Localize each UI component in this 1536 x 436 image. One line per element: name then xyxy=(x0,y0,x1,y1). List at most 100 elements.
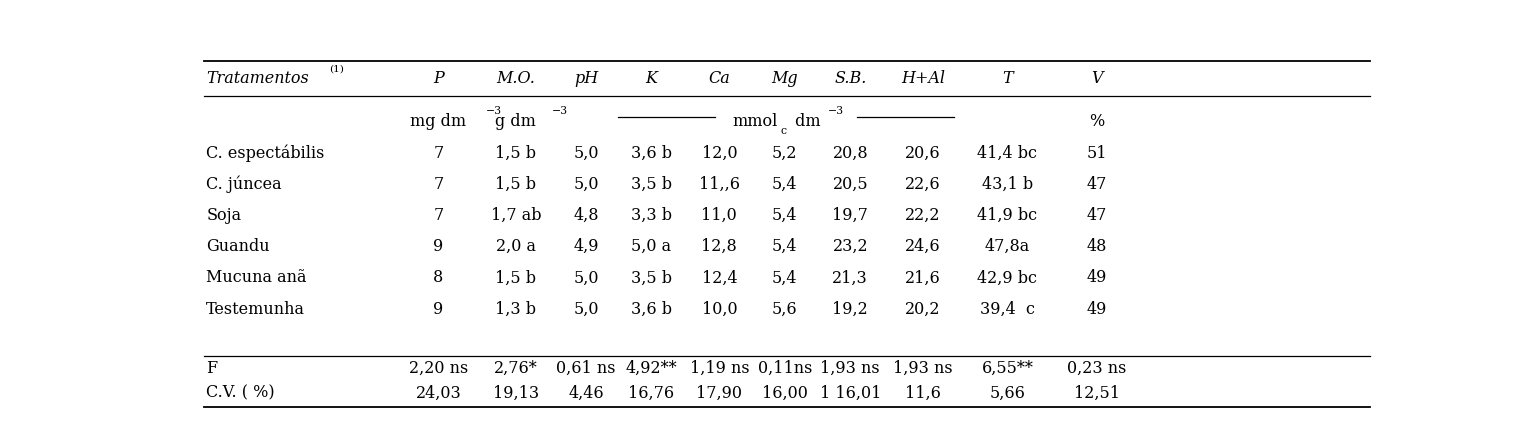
Text: 5,6: 5,6 xyxy=(773,301,797,318)
Text: 3,6 b: 3,6 b xyxy=(631,301,671,318)
Text: 2,76*: 2,76* xyxy=(495,360,538,377)
Text: 12,4: 12,4 xyxy=(702,269,737,286)
Text: 3,5 b: 3,5 b xyxy=(631,269,671,286)
Text: 19,13: 19,13 xyxy=(493,385,539,402)
Text: 4,92**: 4,92** xyxy=(625,360,677,377)
Text: 5,4: 5,4 xyxy=(773,238,797,255)
Text: Tratamentos: Tratamentos xyxy=(206,70,309,87)
Text: 5,4: 5,4 xyxy=(773,269,797,286)
Text: 12,51: 12,51 xyxy=(1074,385,1120,402)
Text: Guandu: Guandu xyxy=(206,238,270,255)
Text: 47: 47 xyxy=(1086,176,1107,193)
Text: 9: 9 xyxy=(433,301,444,318)
Text: 3,6 b: 3,6 b xyxy=(631,145,671,161)
Text: 5,4: 5,4 xyxy=(773,176,797,193)
Text: 5,0: 5,0 xyxy=(573,176,599,193)
Text: 19,7: 19,7 xyxy=(833,207,868,224)
Text: 9: 9 xyxy=(433,238,444,255)
Text: pH: pH xyxy=(574,70,598,87)
Text: −3: −3 xyxy=(485,106,502,116)
Text: 20,5: 20,5 xyxy=(833,176,868,193)
Text: 0,23 ns: 0,23 ns xyxy=(1068,360,1126,377)
Text: 5,66: 5,66 xyxy=(989,385,1026,402)
Text: 16,00: 16,00 xyxy=(762,385,808,402)
Text: 2,20 ns: 2,20 ns xyxy=(409,360,468,377)
Text: 5,0: 5,0 xyxy=(573,301,599,318)
Text: S.B.: S.B. xyxy=(834,70,866,87)
Text: 6,55**: 6,55** xyxy=(982,360,1034,377)
Text: 4,8: 4,8 xyxy=(573,207,599,224)
Text: 1,5 b: 1,5 b xyxy=(495,269,536,286)
Text: Soja: Soja xyxy=(206,207,241,224)
Text: 21,3: 21,3 xyxy=(833,269,868,286)
Text: V: V xyxy=(1091,70,1103,87)
Text: 42,9 bc: 42,9 bc xyxy=(977,269,1037,286)
Text: 7: 7 xyxy=(433,145,444,161)
Text: 3,3 b: 3,3 b xyxy=(631,207,671,224)
Text: 11,,6: 11,,6 xyxy=(699,176,740,193)
Text: P: P xyxy=(433,70,444,87)
Text: 1,7 ab: 1,7 ab xyxy=(490,207,541,224)
Text: 41,4 bc: 41,4 bc xyxy=(977,145,1037,161)
Text: −3: −3 xyxy=(828,106,843,116)
Text: C. espectábilis: C. espectábilis xyxy=(206,144,324,162)
Text: 20,2: 20,2 xyxy=(905,301,940,318)
Text: 1,3 b: 1,3 b xyxy=(495,301,536,318)
Text: 19,2: 19,2 xyxy=(833,301,868,318)
Text: 11,0: 11,0 xyxy=(702,207,737,224)
Text: 20,6: 20,6 xyxy=(905,145,940,161)
Text: 48: 48 xyxy=(1086,238,1107,255)
Text: 22,2: 22,2 xyxy=(905,207,940,224)
Text: H+Al: H+Al xyxy=(902,70,945,87)
Text: 47: 47 xyxy=(1086,207,1107,224)
Text: T: T xyxy=(1001,70,1012,87)
Text: 1,93 ns: 1,93 ns xyxy=(820,360,880,377)
Text: F: F xyxy=(206,360,218,377)
Text: %: % xyxy=(1089,112,1104,129)
Text: (1): (1) xyxy=(329,65,344,73)
Text: 12,8: 12,8 xyxy=(702,238,737,255)
Text: C.V. ( %): C.V. ( %) xyxy=(206,385,275,402)
Text: 16,76: 16,76 xyxy=(628,385,674,402)
Text: mmol: mmol xyxy=(733,112,777,129)
Text: 24,6: 24,6 xyxy=(905,238,940,255)
Text: 8: 8 xyxy=(433,269,444,286)
Text: 47,8a: 47,8a xyxy=(985,238,1031,255)
Text: mg dm: mg dm xyxy=(410,112,467,129)
Text: 51: 51 xyxy=(1086,145,1107,161)
Text: 17,90: 17,90 xyxy=(696,385,742,402)
Text: 11,6: 11,6 xyxy=(905,385,942,402)
Text: g dm: g dm xyxy=(495,112,536,129)
Text: 1 16,01: 1 16,01 xyxy=(820,385,882,402)
Text: 20,8: 20,8 xyxy=(833,145,868,161)
Text: 0,11ns: 0,11ns xyxy=(757,360,813,377)
Text: 24,03: 24,03 xyxy=(416,385,461,402)
Text: 0,61 ns: 0,61 ns xyxy=(556,360,616,377)
Text: 43,1 b: 43,1 b xyxy=(982,176,1034,193)
Text: K: K xyxy=(645,70,657,87)
Text: 49: 49 xyxy=(1086,269,1107,286)
Text: Mg: Mg xyxy=(771,70,799,87)
Text: 5,0 a: 5,0 a xyxy=(631,238,671,255)
Text: 7: 7 xyxy=(433,176,444,193)
Text: 1,93 ns: 1,93 ns xyxy=(892,360,952,377)
Text: c: c xyxy=(780,126,786,136)
Text: 1,5 b: 1,5 b xyxy=(495,176,536,193)
Text: Mucuna anã: Mucuna anã xyxy=(206,269,307,286)
Text: 7: 7 xyxy=(433,207,444,224)
Text: 5,2: 5,2 xyxy=(773,145,797,161)
Text: 5,0: 5,0 xyxy=(573,145,599,161)
Text: 12,0: 12,0 xyxy=(702,145,737,161)
Text: 2,0 a: 2,0 a xyxy=(496,238,536,255)
Text: Testemunha: Testemunha xyxy=(206,301,306,318)
Text: −3: −3 xyxy=(551,106,568,116)
Text: 5,0: 5,0 xyxy=(573,269,599,286)
Text: 39,4  c: 39,4 c xyxy=(980,301,1035,318)
Text: 23,2: 23,2 xyxy=(833,238,868,255)
Text: 22,6: 22,6 xyxy=(905,176,940,193)
Text: 10,0: 10,0 xyxy=(702,301,737,318)
Text: Ca: Ca xyxy=(708,70,730,87)
Text: C. júncea: C. júncea xyxy=(206,176,283,193)
Text: 4,9: 4,9 xyxy=(573,238,599,255)
Text: 21,6: 21,6 xyxy=(905,269,940,286)
